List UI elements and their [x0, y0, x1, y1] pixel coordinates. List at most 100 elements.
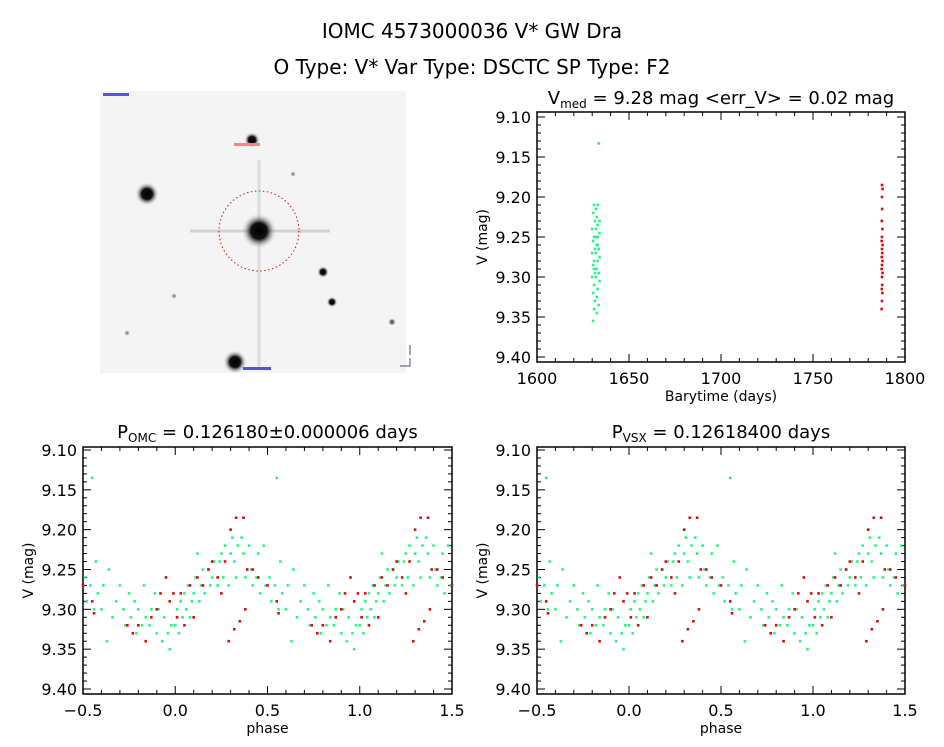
- y-tick-label: 9.25: [495, 561, 531, 580]
- figure-title: IOMC 4573000036 V* GW Dra: [322, 19, 622, 43]
- data-point: [419, 516, 422, 520]
- data-point: [866, 552, 870, 555]
- data-point: [730, 612, 734, 615]
- data-point: [791, 592, 795, 595]
- data-point: [861, 560, 864, 563]
- data-point: [881, 271, 884, 275]
- data-point: [332, 623, 336, 627]
- data-point: [603, 616, 607, 619]
- data-point: [223, 560, 227, 563]
- data-point: [598, 639, 601, 643]
- data-point: [595, 267, 599, 271]
- data-point: [804, 631, 807, 635]
- data-point: [555, 584, 559, 587]
- data-point: [762, 623, 765, 627]
- data-point: [183, 592, 186, 595]
- x-axis-label: phase: [246, 721, 288, 737]
- data-point: [408, 560, 411, 563]
- data-point: [636, 592, 640, 595]
- data-point: [338, 592, 341, 595]
- data-point: [544, 476, 548, 480]
- data-point: [376, 592, 380, 595]
- data-point: [277, 608, 280, 611]
- x-axis-label: phase: [700, 721, 742, 737]
- y-tick-label: 9.10: [495, 441, 531, 460]
- data-point: [223, 544, 227, 547]
- compass-icon: [400, 345, 411, 367]
- data-point: [815, 631, 818, 635]
- data-point: [395, 560, 398, 563]
- data-point: [636, 623, 640, 627]
- data-point: [841, 592, 844, 595]
- data-point: [232, 560, 236, 563]
- y-tick-label: 9.20: [41, 521, 77, 540]
- data-point: [210, 560, 214, 563]
- data-point: [681, 639, 684, 643]
- data-point: [813, 608, 817, 611]
- data-point: [593, 247, 597, 251]
- data-point: [618, 576, 622, 579]
- data-point: [681, 584, 684, 587]
- data-point: [635, 616, 638, 619]
- data-point: [622, 647, 625, 651]
- data-point: [137, 623, 140, 627]
- data-point: [609, 631, 612, 635]
- data-point: [275, 476, 279, 480]
- data-point: [321, 608, 325, 611]
- y-tick-label: 9.25: [41, 561, 77, 580]
- data-point: [881, 576, 885, 579]
- data-point: [196, 552, 199, 555]
- data-point: [340, 608, 343, 611]
- data-point: [90, 476, 94, 480]
- y-axis-label: V (mag): [21, 542, 37, 598]
- data-point: [240, 536, 243, 539]
- data-point: [234, 576, 238, 579]
- data-point: [435, 568, 439, 571]
- data-point: [695, 552, 699, 555]
- data-point: [284, 608, 288, 611]
- data-point: [400, 576, 404, 579]
- chart-title-main: P: [117, 422, 128, 443]
- data-point: [773, 631, 776, 635]
- y-tick-label: 9.15: [41, 481, 77, 500]
- data-point: [172, 592, 175, 595]
- data-point: [752, 600, 756, 603]
- data-point: [688, 576, 692, 579]
- data-point: [677, 544, 680, 547]
- data-point: [175, 608, 179, 611]
- data-point: [280, 592, 284, 595]
- data-point: [417, 627, 421, 631]
- data-point: [837, 584, 841, 587]
- data-point: [865, 584, 868, 587]
- data-point: [774, 608, 778, 611]
- data-point: [655, 584, 658, 587]
- data-point: [168, 600, 172, 603]
- data-point: [244, 608, 247, 611]
- data-point: [328, 616, 332, 619]
- data-point: [181, 616, 184, 619]
- data-point: [649, 552, 653, 555]
- data-point: [688, 516, 692, 520]
- data-point: [695, 516, 699, 520]
- data-point: [594, 623, 598, 627]
- data-point: [568, 600, 572, 603]
- data-point: [692, 619, 695, 623]
- data-point: [870, 627, 874, 631]
- data-point: [756, 584, 760, 587]
- data-point: [763, 623, 767, 627]
- data-point: [450, 584, 454, 587]
- chart-title: POMC = 0.126180±0.000006 days: [117, 422, 418, 445]
- data-point: [699, 568, 703, 571]
- data-point: [229, 552, 232, 555]
- data-point: [701, 544, 704, 547]
- data-point: [880, 263, 884, 267]
- data-point: [738, 608, 741, 611]
- data-point: [664, 560, 668, 563]
- data-point: [880, 219, 884, 223]
- data-point: [190, 600, 194, 603]
- data-point: [657, 592, 660, 595]
- data-point: [870, 560, 874, 563]
- data-point: [795, 608, 798, 611]
- data-point: [881, 227, 884, 231]
- data-point: [631, 631, 634, 635]
